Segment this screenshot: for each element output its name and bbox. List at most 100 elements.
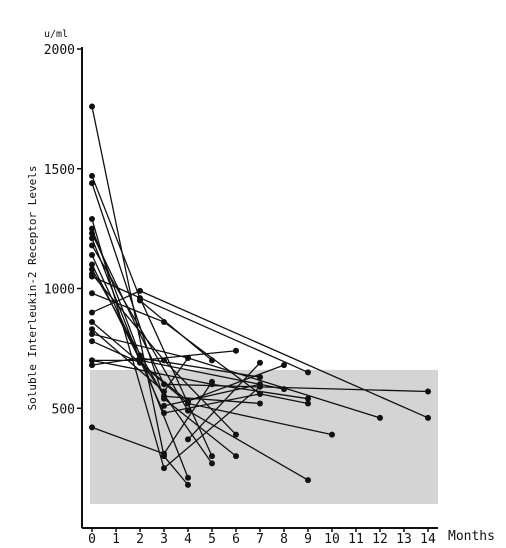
data-point [161,410,167,417]
data-point [137,297,143,304]
data-point [185,354,191,361]
series-line [91,275,309,373]
series-22 [89,378,215,457]
data-point [305,395,311,402]
data-point [161,465,167,472]
x-tick-label: 5 [208,532,216,547]
data-point [89,273,95,280]
data-point [377,414,383,421]
series-8 [89,242,311,484]
x-tick-label: 1 [112,532,120,547]
data-point [161,388,167,395]
data-point [89,319,95,326]
y-unit-label: u/ml [44,29,68,40]
data-point [89,103,95,110]
series-21 [89,354,263,381]
data-point [209,453,215,460]
series-15 [89,287,431,421]
series-19 [89,338,287,405]
data-point [89,230,95,237]
x-tick-label: 4 [184,532,192,547]
x-tick-label: 7 [256,532,264,547]
series-13 [89,273,311,376]
data-point [305,400,311,407]
data-point [257,400,263,407]
data-point [185,481,191,488]
data-point [161,393,167,400]
x-tick-label: 14 [420,532,436,547]
series-line [91,340,285,402]
x-ticks: 0 1 2 3 4 5 6 7 8 9 10 11 12 13 14 [88,528,436,547]
x-axis-title: Months [448,529,495,544]
data-point [233,431,239,438]
data-point [89,266,95,273]
data-point [233,453,239,460]
series-18 [89,331,383,421]
data-point [89,251,95,258]
data-point [89,290,95,297]
series-25 [161,381,263,409]
data-point [257,381,263,388]
series-26 [137,297,215,364]
y-tick-label: 2000 [44,43,75,58]
data-point [425,414,431,421]
y-tick-label: 1500 [44,163,75,178]
x-tick-label: 13 [396,532,412,547]
data-point [161,319,167,326]
data-point [305,369,311,376]
data-point [305,477,311,484]
x-tick-label: 0 [88,532,96,547]
data-point [257,374,263,381]
data-point [89,172,95,179]
data-point [89,331,95,338]
series-line [139,299,213,361]
series-line [91,233,429,393]
data-point [209,381,215,388]
data-point [329,431,335,438]
data-point [89,216,95,223]
series-line [187,362,261,440]
data-point [161,450,167,457]
data-point [185,436,191,443]
series-layer [89,103,431,488]
data-point [89,357,95,364]
data-point [281,362,287,369]
data-point [137,354,143,361]
series-23 [89,357,311,402]
data-point [209,357,215,364]
data-point [89,242,95,249]
x-tick-label: 9 [304,532,312,547]
series-line [163,383,261,407]
data-point [257,359,263,366]
x-tick-label: 8 [280,532,288,547]
data-point [89,362,95,369]
data-point [89,338,95,345]
data-point [89,424,95,431]
x-tick-label: 12 [372,532,388,547]
series-24 [185,359,263,443]
x-tick-label: 11 [348,532,364,547]
data-point [89,180,95,187]
data-point [161,402,167,409]
data-point [137,287,143,294]
data-point [89,225,95,232]
x-tick-label: 3 [160,532,168,547]
data-point [233,347,239,354]
data-point [89,326,95,333]
y-tick-label: 1000 [44,283,75,298]
x-tick-label: 10 [324,532,340,547]
y-ticks: 500 1000 1500 2000 [44,43,82,417]
x-tick-label: 2 [136,532,144,547]
data-point [89,261,95,268]
x-tick-label: 6 [232,532,240,547]
data-point [425,388,431,395]
y-tick-label: 500 [52,402,75,417]
y-axis-title: Soluble Interleukin-2 Receptor Levels [26,165,39,410]
data-point [209,460,215,467]
data-point [89,309,95,316]
data-point [185,474,191,481]
data-point [257,390,263,397]
series-11 [89,266,263,407]
data-point [89,235,95,242]
